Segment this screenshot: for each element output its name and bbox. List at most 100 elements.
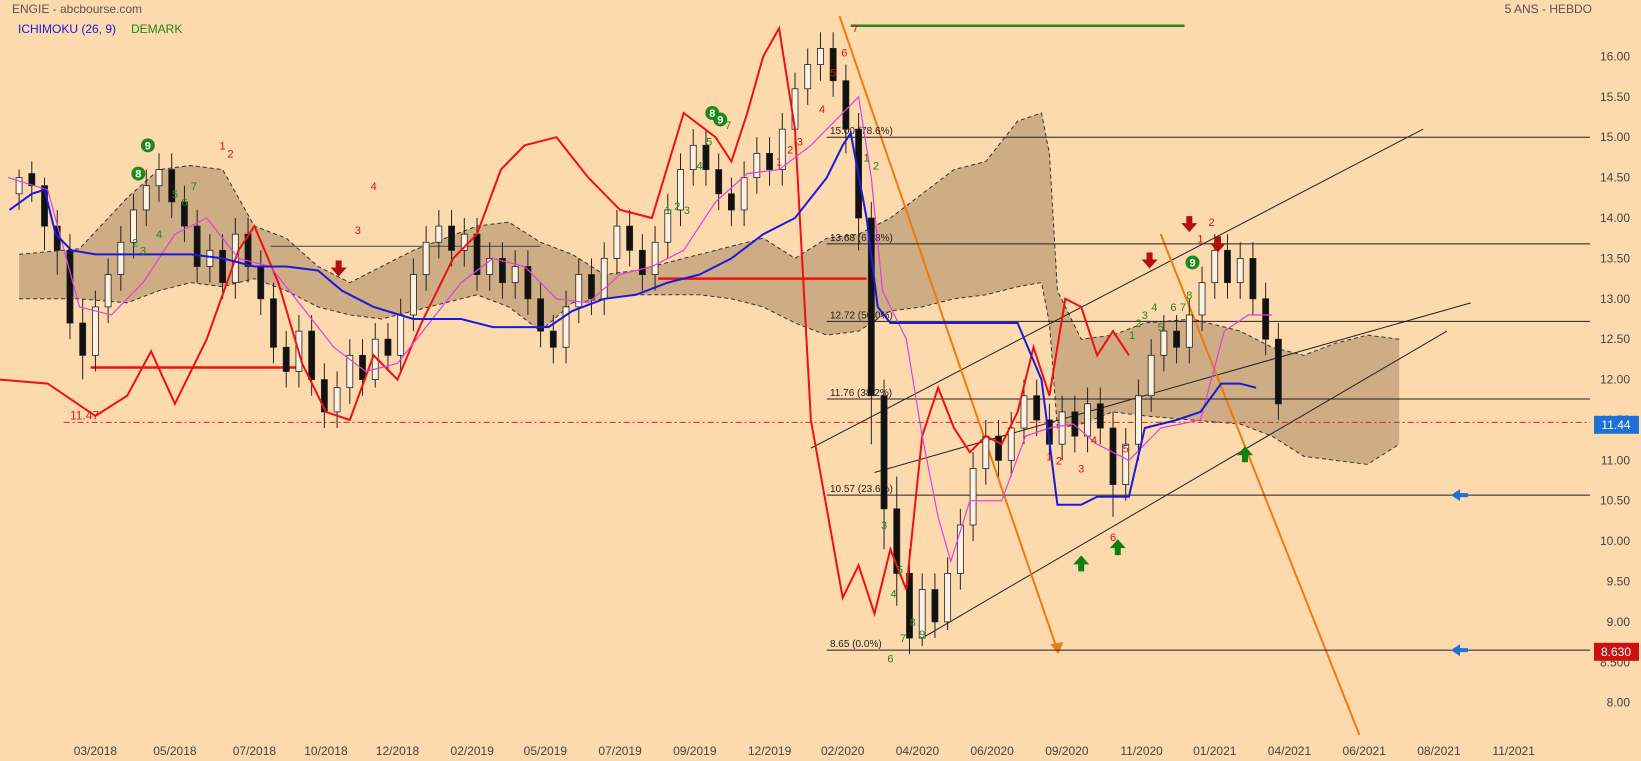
candle-bullish bbox=[1007, 427, 1015, 461]
candle-bullish bbox=[130, 209, 137, 243]
candle-bearish bbox=[867, 217, 875, 397]
candle-bearish bbox=[880, 395, 888, 510]
candle-bullish bbox=[944, 573, 952, 623]
reference-level-label: 11.47 bbox=[70, 408, 99, 422]
x-tick-label: 08/2021 bbox=[1417, 744, 1461, 758]
candle-bullish bbox=[92, 306, 99, 356]
x-tick-label: 11/2021 bbox=[1492, 744, 1535, 758]
candle-bearish bbox=[537, 298, 544, 332]
candle-bullish bbox=[1122, 443, 1130, 485]
demark-count-label: 7 bbox=[191, 181, 197, 193]
candle-bullish bbox=[1084, 403, 1091, 437]
fib-label: 13.68 (61.8%) bbox=[830, 233, 893, 244]
candle-bearish bbox=[1262, 298, 1270, 340]
candle-bullish bbox=[613, 225, 621, 259]
channel-line bbox=[874, 302, 1471, 473]
demark-count-label: 5 bbox=[706, 136, 712, 148]
y-tick-label: 12.50 bbox=[1600, 332, 1630, 346]
demark-count-label: 5 bbox=[172, 189, 178, 201]
demark-count-label: 3 bbox=[797, 136, 803, 148]
candle-bearish bbox=[181, 201, 188, 227]
candle-bullish bbox=[155, 169, 163, 187]
candle-bearish bbox=[308, 330, 316, 380]
candle-bearish bbox=[549, 330, 557, 348]
candle-bullish bbox=[511, 266, 519, 284]
y-tick-label: 11.00 bbox=[1601, 453, 1630, 467]
candle-bearish bbox=[931, 589, 939, 623]
demark-count-label: 2 bbox=[227, 148, 233, 160]
last-price-label: 11.44 bbox=[1601, 418, 1630, 432]
candle-bullish bbox=[460, 233, 468, 251]
arrow-down-icon bbox=[1141, 252, 1158, 269]
y-tick-label: 16.00 bbox=[1600, 49, 1630, 63]
candle-bearish bbox=[282, 346, 290, 372]
candle-bearish bbox=[384, 338, 392, 356]
demark-count-label: 2 bbox=[1135, 318, 1141, 330]
candle-bearish bbox=[1274, 338, 1282, 405]
candle-bullish bbox=[1147, 354, 1155, 397]
arrow-down-icon bbox=[1181, 216, 1198, 233]
x-tick-label: 09/2019 bbox=[673, 744, 717, 758]
demark-count-label: 4 bbox=[891, 589, 897, 601]
demark-count-label: 4 bbox=[1151, 302, 1157, 314]
channel-line bbox=[810, 128, 1424, 449]
arrow-up-icon bbox=[1073, 555, 1090, 572]
candle-bearish bbox=[41, 185, 48, 227]
demark-count-label: 9 bbox=[919, 629, 925, 641]
x-tick-label: 05/2019 bbox=[524, 744, 568, 758]
candle-bullish bbox=[956, 524, 964, 574]
candle-bullish bbox=[969, 468, 977, 526]
x-tick-label: 12/2019 bbox=[748, 744, 792, 758]
arrow-up-icon bbox=[1109, 539, 1126, 556]
y-tick-label: 9.00 bbox=[1607, 615, 1631, 629]
candle-bearish bbox=[448, 225, 455, 251]
demark-count-label: 4 bbox=[371, 181, 377, 193]
x-tick-label: 10/2018 bbox=[304, 744, 348, 758]
demark-count-label: 1 bbox=[220, 140, 226, 152]
candle-bullish bbox=[117, 241, 125, 275]
last-price-badge bbox=[1594, 415, 1639, 434]
candle-bullish bbox=[15, 177, 23, 195]
x-tick-label: 07/2018 bbox=[233, 744, 277, 758]
candle-bullish bbox=[740, 177, 748, 211]
demark-count-label: 2 bbox=[787, 144, 793, 156]
candle-bearish bbox=[638, 249, 646, 275]
y-tick-label: 10.50 bbox=[1600, 494, 1630, 508]
demark-count-label: 3 bbox=[1142, 310, 1148, 322]
demark-count-label: 6 bbox=[181, 197, 187, 209]
y-tick-label: 13.00 bbox=[1600, 292, 1630, 306]
y-tick-label: 10.00 bbox=[1600, 534, 1630, 548]
candle-bullish bbox=[1211, 249, 1219, 284]
kijun-line bbox=[7, 95, 1272, 564]
demark-count-label: 8 bbox=[910, 617, 916, 629]
y-tick-label: 9.50 bbox=[1607, 575, 1631, 589]
candle-bullish bbox=[1198, 282, 1206, 316]
x-tick-label: 01/2021 bbox=[1193, 744, 1237, 758]
x-tick-label: 06/2020 bbox=[970, 744, 1014, 758]
demark-count-label: 7 bbox=[725, 120, 731, 132]
candle-bullish bbox=[409, 274, 417, 316]
candle-bullish bbox=[677, 169, 684, 211]
fib-label: 11.76 (38.2%) bbox=[830, 388, 892, 399]
candle-bullish bbox=[422, 241, 430, 275]
candle-bearish bbox=[728, 193, 735, 211]
arrow-down-icon bbox=[1209, 236, 1226, 253]
x-tick-label: 03/2018 bbox=[74, 744, 118, 758]
demark-count-label: 1 bbox=[1129, 330, 1135, 342]
demark-count-label: 1 bbox=[863, 152, 869, 164]
demark-setup-circle bbox=[131, 166, 146, 181]
candle-bearish bbox=[588, 274, 595, 300]
demark-count-label: 3 bbox=[140, 245, 146, 257]
demark-count-label: 3 bbox=[355, 225, 361, 237]
demark-count-label: 6 bbox=[1170, 302, 1176, 314]
candle-bearish bbox=[766, 152, 773, 170]
x-tick-label: 02/2019 bbox=[451, 744, 495, 758]
demark-setup-circle bbox=[1185, 255, 1200, 270]
demark-count-label: 6 bbox=[1110, 532, 1116, 544]
channel-line bbox=[921, 330, 1448, 639]
candle-bearish bbox=[219, 249, 227, 284]
candle-bullish bbox=[1160, 330, 1168, 356]
x-tick-label: 06/2021 bbox=[1343, 744, 1387, 758]
demark-count-label: 5 bbox=[1123, 443, 1129, 455]
